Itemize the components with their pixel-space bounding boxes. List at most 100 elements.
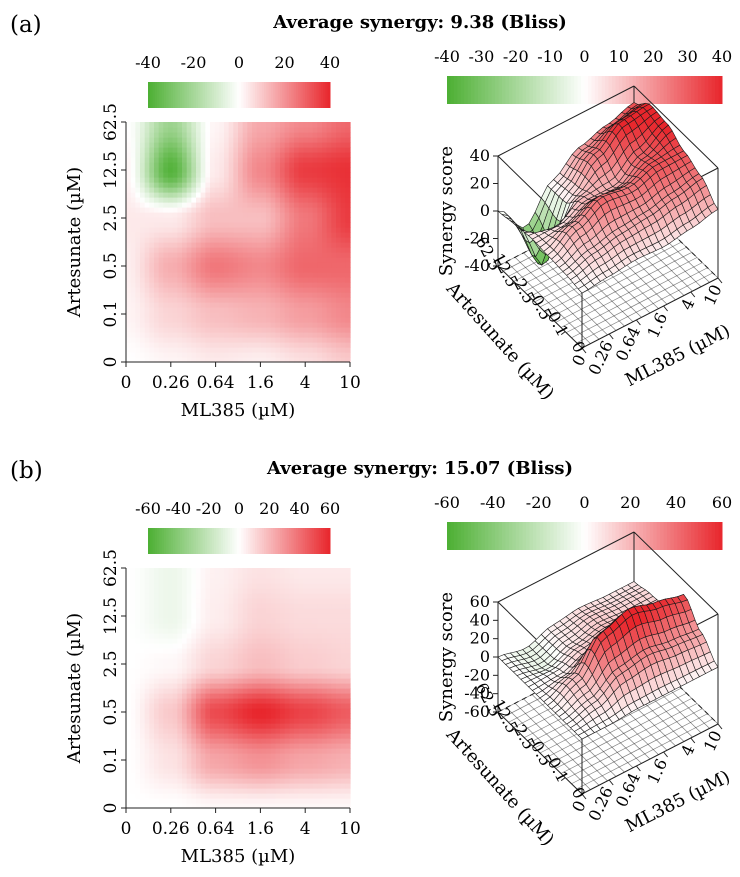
- heatmap-cell: [336, 638, 342, 644]
- heatmap-cell: [191, 167, 197, 173]
- heatmap-cell: [298, 187, 304, 193]
- heatmap-cell: [280, 703, 286, 709]
- heatmap-cell: [191, 187, 197, 193]
- heatmap-cell: [289, 282, 295, 288]
- heatmap-cell: [149, 152, 155, 158]
- heatmap-cell: [140, 728, 146, 734]
- heatmap-cell: [256, 222, 262, 228]
- z-axis-label: Synergy score: [436, 146, 457, 276]
- heatmap-cell: [298, 623, 304, 629]
- heatmap-cell: [130, 738, 136, 744]
- heatmap-cell: [312, 768, 318, 774]
- heatmap-cell: [130, 693, 136, 699]
- heatmap-cell: [126, 768, 132, 774]
- heatmap-cell: [168, 357, 174, 363]
- heatmap-cell: [326, 778, 332, 784]
- heatmap-cell: [210, 683, 216, 689]
- heatmap-cell: [205, 182, 211, 188]
- heatmap-cell: [326, 332, 332, 338]
- heatmap-cell: [177, 768, 183, 774]
- heatmap-cell: [126, 327, 132, 333]
- heatmap-cell: [163, 242, 169, 248]
- heatmap-cell: [247, 613, 253, 619]
- colorbar-step: [323, 82, 326, 108]
- heatmap-cell: [158, 247, 164, 253]
- colorbar-step: [684, 76, 689, 104]
- heatmap-cell: [303, 222, 309, 228]
- z-tick-label: 0: [480, 201, 490, 220]
- heatmap-cell: [233, 272, 239, 278]
- heatmap-cell: [345, 728, 351, 734]
- heatmap-cell: [256, 252, 262, 258]
- heatmap-cell: [247, 628, 253, 634]
- heatmap-cell: [294, 292, 300, 298]
- heatmap-cell: [336, 708, 342, 714]
- heatmap-cell: [242, 783, 248, 789]
- heatmap-cell: [177, 302, 183, 308]
- heatmap-cell: [266, 658, 272, 664]
- heatmap-cell: [270, 803, 276, 809]
- heatmap-cell: [158, 327, 164, 333]
- heatmap-cell: [233, 232, 239, 238]
- heatmap-cell: [126, 743, 132, 749]
- heatmap-cell: [317, 673, 323, 679]
- heatmap-cell: [345, 633, 351, 639]
- heatmap-cell: [135, 663, 141, 669]
- heatmap-cell: [336, 327, 342, 333]
- heatmap-cell: [294, 743, 300, 749]
- heatmap-cell: [140, 708, 146, 714]
- heatmap-cell: [210, 282, 216, 288]
- heatmap-cell: [331, 297, 337, 303]
- heatmap-cell: [275, 648, 281, 654]
- heatmap-cell: [172, 282, 178, 288]
- heatmap-cell: [256, 172, 262, 178]
- heatmap-cell: [130, 628, 136, 634]
- heatmap-cell: [317, 267, 323, 273]
- heatmap-cell: [163, 212, 169, 218]
- heatmap-cell: [238, 177, 244, 183]
- heatmap-cell: [326, 708, 332, 714]
- heatmap-cell: [154, 703, 160, 709]
- heatmap-cell: [126, 703, 132, 709]
- heatmap-cell: [275, 272, 281, 278]
- heatmap-cell: [228, 237, 234, 243]
- heatmap-cell: [340, 252, 346, 258]
- heatmap-cell: [322, 678, 328, 684]
- heatmap-cell: [294, 277, 300, 283]
- heatmap-cell: [242, 317, 248, 323]
- heatmap-cell: [154, 232, 160, 238]
- heatmap-cell: [191, 628, 197, 634]
- heatmap-cell: [303, 768, 309, 774]
- heatmap-cell: [289, 192, 295, 198]
- heatmap-cell: [336, 803, 342, 809]
- heatmap-cell: [340, 227, 346, 233]
- heatmap-cell: [144, 137, 150, 143]
- colorbar-step: [491, 76, 496, 104]
- heatmap-cell: [154, 302, 160, 308]
- heatmap-cell: [312, 182, 318, 188]
- heatmap-cell: [303, 317, 309, 323]
- heatmap-cell: [312, 337, 318, 343]
- heatmap-cell: [317, 292, 323, 298]
- heatmap-cell: [252, 307, 258, 313]
- heatmap-cell: [340, 332, 346, 338]
- heatmap-cell: [275, 357, 281, 363]
- heatmap-cell: [331, 177, 337, 183]
- heatmap-cell: [289, 237, 295, 243]
- heatmap-cell: [266, 758, 272, 764]
- heatmap-cell: [256, 613, 262, 619]
- heatmap-cell: [214, 718, 220, 724]
- heatmap-cell: [224, 127, 230, 133]
- heatmap-cell: [172, 357, 178, 363]
- heatmap-cell: [228, 788, 234, 794]
- heatmap-cell: [172, 212, 178, 218]
- heatmap-cell: [312, 202, 318, 208]
- heatmap-cell: [331, 623, 337, 629]
- heatmap-cell: [326, 167, 332, 173]
- heatmap-cell: [317, 302, 323, 308]
- heatmap-cell: [168, 678, 174, 684]
- heatmap-cell: [228, 257, 234, 263]
- heatmap-cell: [196, 803, 202, 809]
- heatmap-cell: [149, 137, 155, 143]
- heatmap-cell: [275, 162, 281, 168]
